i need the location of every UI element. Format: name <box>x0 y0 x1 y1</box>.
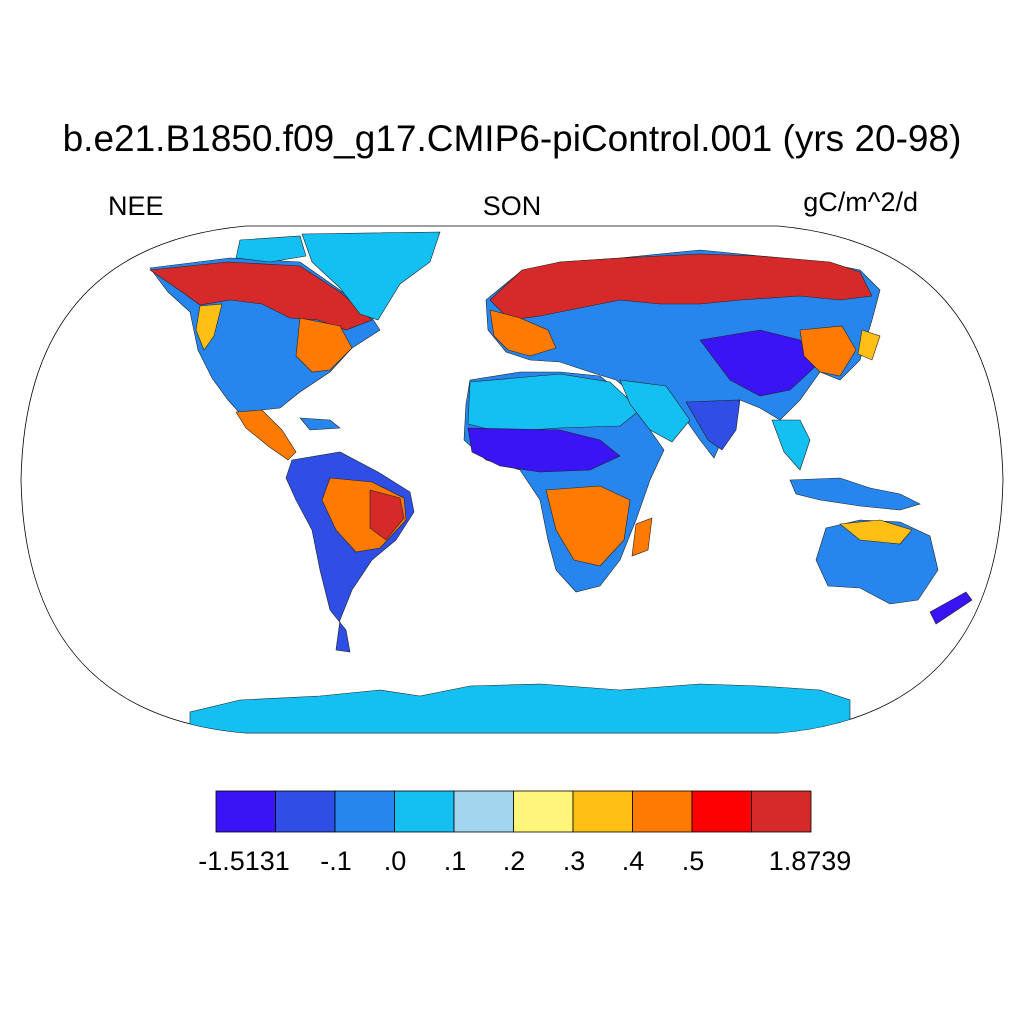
colorbar-bin-3 <box>394 790 455 833</box>
colorbar-label-3: .1 <box>443 846 467 876</box>
madagascar <box>631 517 653 557</box>
antarctica <box>189 683 851 733</box>
colorbar-bin-4 <box>453 790 514 833</box>
colorbar-label-8: 1.8739 <box>768 846 852 876</box>
colorbar-bin-7 <box>632 790 693 833</box>
australia <box>815 519 939 605</box>
arabia <box>619 379 691 443</box>
north-america-west <box>195 303 223 351</box>
colorbar-label-6: .4 <box>621 846 645 876</box>
east-asia <box>799 325 857 377</box>
colorbar <box>215 790 812 833</box>
colorbar-label-5: .3 <box>562 846 586 876</box>
colorbar-bin-1 <box>275 790 336 833</box>
australia-north <box>839 519 913 545</box>
colorbar-label-1: -.1 <box>320 846 352 876</box>
sahara <box>467 373 641 433</box>
central-asia-low <box>699 329 817 397</box>
new-zealand <box>929 591 973 625</box>
colorbar-bin-8 <box>691 790 752 833</box>
indonesia <box>789 477 921 511</box>
japan <box>857 329 881 361</box>
colorbar-bin-6 <box>572 790 633 833</box>
arctic-islands <box>235 235 307 263</box>
colorbar-bin-9 <box>751 790 812 833</box>
europe-west <box>489 309 557 357</box>
colorbar-label-7: .5 <box>681 846 705 876</box>
southeast-asia <box>771 419 811 471</box>
variable-label: NEE <box>108 191 164 221</box>
boreal-eurasia <box>489 253 873 321</box>
colorbar-bin-5 <box>513 790 574 833</box>
units-label: gC/m^2/d <box>803 187 918 217</box>
colorbar-bin-0 <box>215 790 276 833</box>
central-america <box>235 409 297 461</box>
southern-africa <box>545 485 631 567</box>
caribbean <box>299 417 341 431</box>
colorbar-bin-2 <box>334 790 395 833</box>
colorbar-label-0: -1.5131 <box>198 846 290 876</box>
colorbar-label-2: .0 <box>383 846 407 876</box>
brazil-highlands <box>369 489 405 541</box>
north-america-east <box>295 317 353 373</box>
north-america-boreal <box>149 261 373 331</box>
india <box>685 399 741 451</box>
colorbar-label-4: .2 <box>502 846 526 876</box>
sahel-sink <box>467 427 621 473</box>
map-title: b.e21.B1850.f09_g17.CMIP6-piControl.001 … <box>62 118 962 159</box>
season-label: SON <box>482 191 542 221</box>
greenland <box>301 231 441 321</box>
